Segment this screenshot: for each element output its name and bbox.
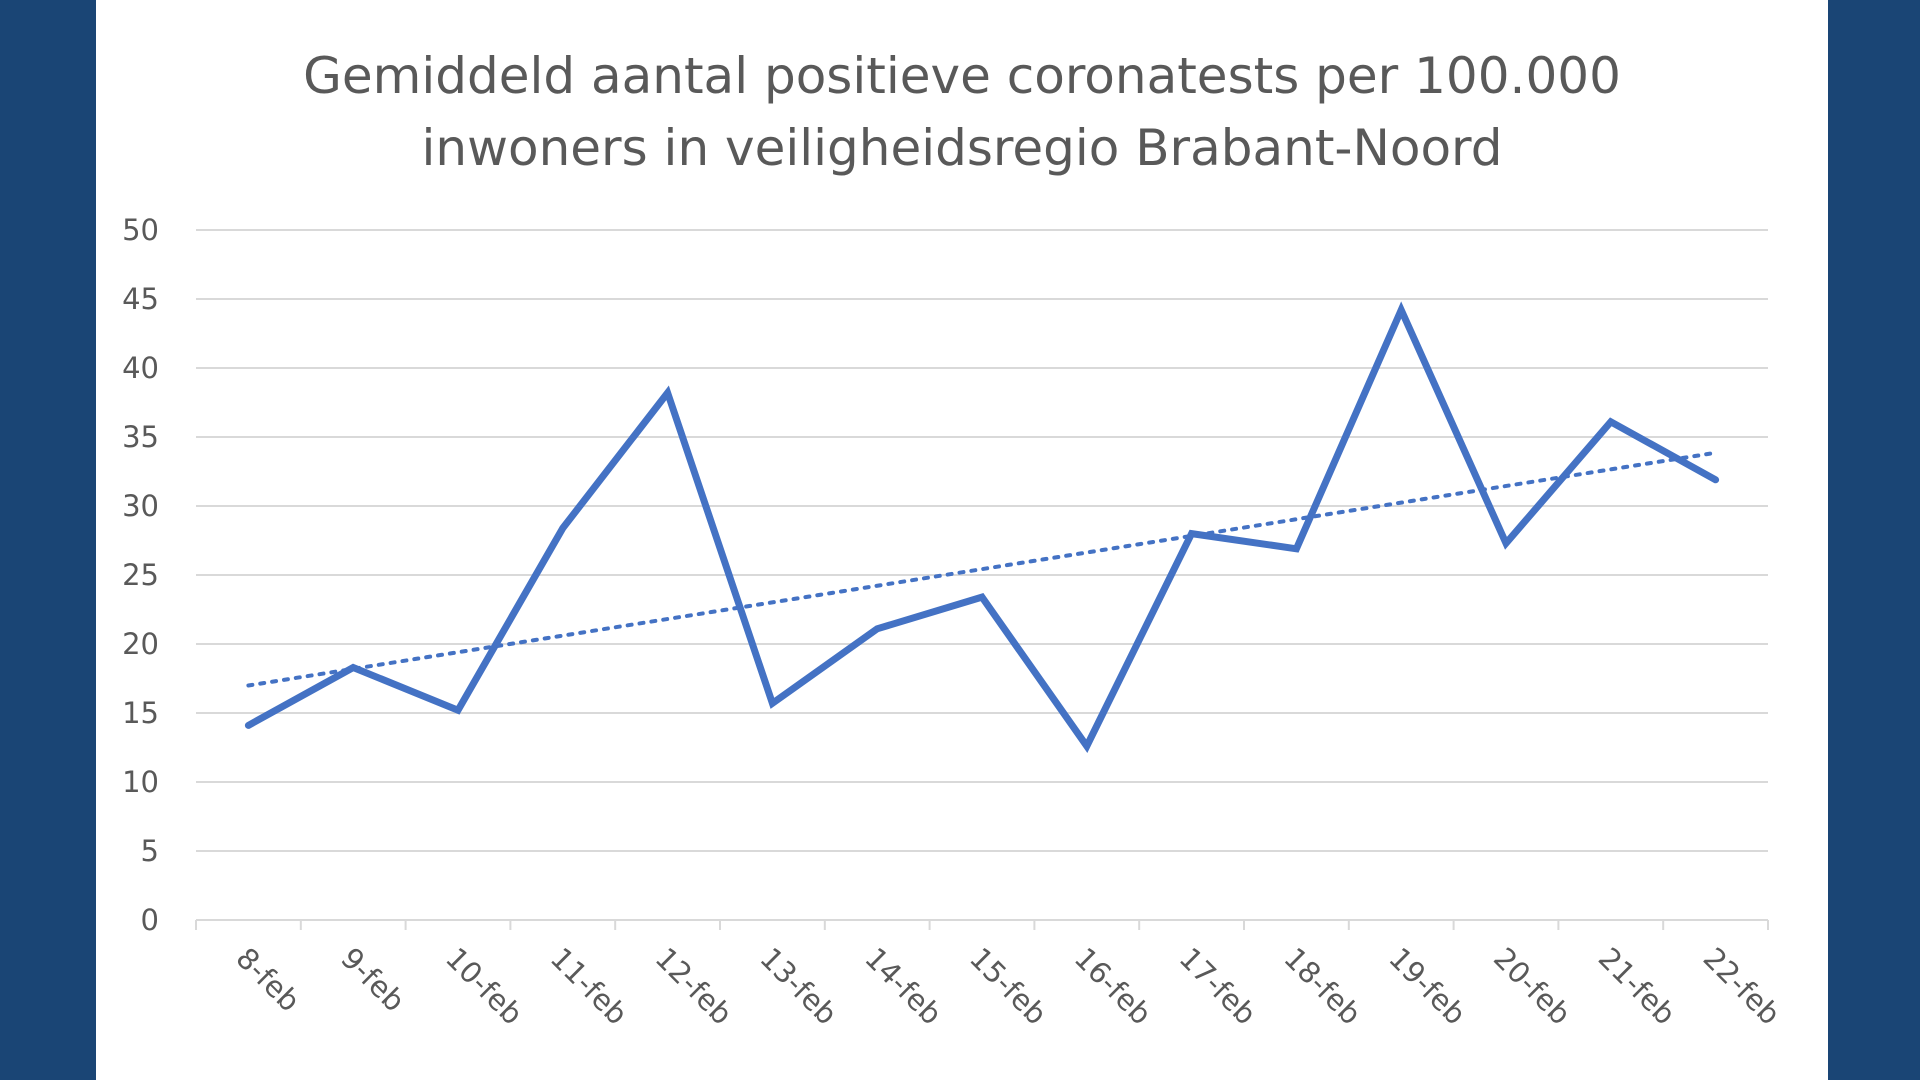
chart-title-line-1: Gemiddeld aantal positieve coronatests p… [303, 47, 1621, 105]
x-tick-label: 11-feb [544, 941, 634, 1031]
trendline-dotted [246, 450, 1718, 688]
chart-title: Gemiddeld aantal positieve coronatests p… [96, 40, 1828, 184]
y-tick-label: 15 [122, 696, 159, 730]
series-polyline [244, 301, 1720, 753]
y-tick-label: 30 [122, 489, 159, 523]
y-tick-label: 50 [122, 213, 159, 247]
y-axis-tick-labels: 0 5 10 15 20 25 30 35 40 45 50 [122, 213, 159, 937]
x-tick-label: 14-feb [858, 941, 948, 1031]
x-tick-label: 8-feb [229, 941, 306, 1018]
chart-title-line-2: inwoners in veiligheidsregio Brabant-Noo… [421, 119, 1503, 177]
x-tick-label: 9-feb [334, 941, 411, 1018]
y-tick-label: 25 [122, 558, 159, 592]
series-line [244, 301, 1720, 753]
y-tick-label: 10 [122, 765, 159, 799]
x-tick-label: 21-feb [1592, 941, 1682, 1031]
x-tick-label: 17-feb [1173, 941, 1263, 1031]
y-tick-label: 35 [122, 420, 159, 454]
x-tick-label: 22-feb [1697, 941, 1787, 1031]
trendline [246, 450, 1718, 688]
chart-panel: Gemiddeld aantal positieve coronatests p… [96, 0, 1828, 1080]
x-axis-tick-labels: 8-feb 9-feb 10-feb 11-feb 12-feb 13-feb 14-feb… [229, 941, 1787, 1031]
y-tick-label: 20 [122, 627, 159, 661]
x-tick-label: 18-feb [1277, 941, 1367, 1031]
y-tick-label: 40 [122, 351, 159, 385]
y-tick-label: 5 [141, 834, 159, 868]
y-tick-label: 45 [122, 282, 159, 316]
x-axis [195, 919, 1769, 930]
y-tick-label: 0 [141, 903, 159, 937]
x-tick-label: 12-feb [649, 941, 739, 1031]
line-chart: 0 5 10 15 20 25 30 35 40 45 50 8-feb 9-feb 10-feb 11-… [122, 213, 1787, 1031]
x-tick-label: 20-feb [1487, 941, 1577, 1031]
x-tick-label: 10-feb [439, 941, 529, 1031]
x-tick-label: 19-feb [1382, 941, 1472, 1031]
x-tick-label: 13-feb [753, 941, 843, 1031]
x-tick-label: 15-feb [963, 941, 1053, 1031]
x-tick-label: 16-feb [1068, 941, 1158, 1031]
gridlines [196, 229, 1768, 852]
